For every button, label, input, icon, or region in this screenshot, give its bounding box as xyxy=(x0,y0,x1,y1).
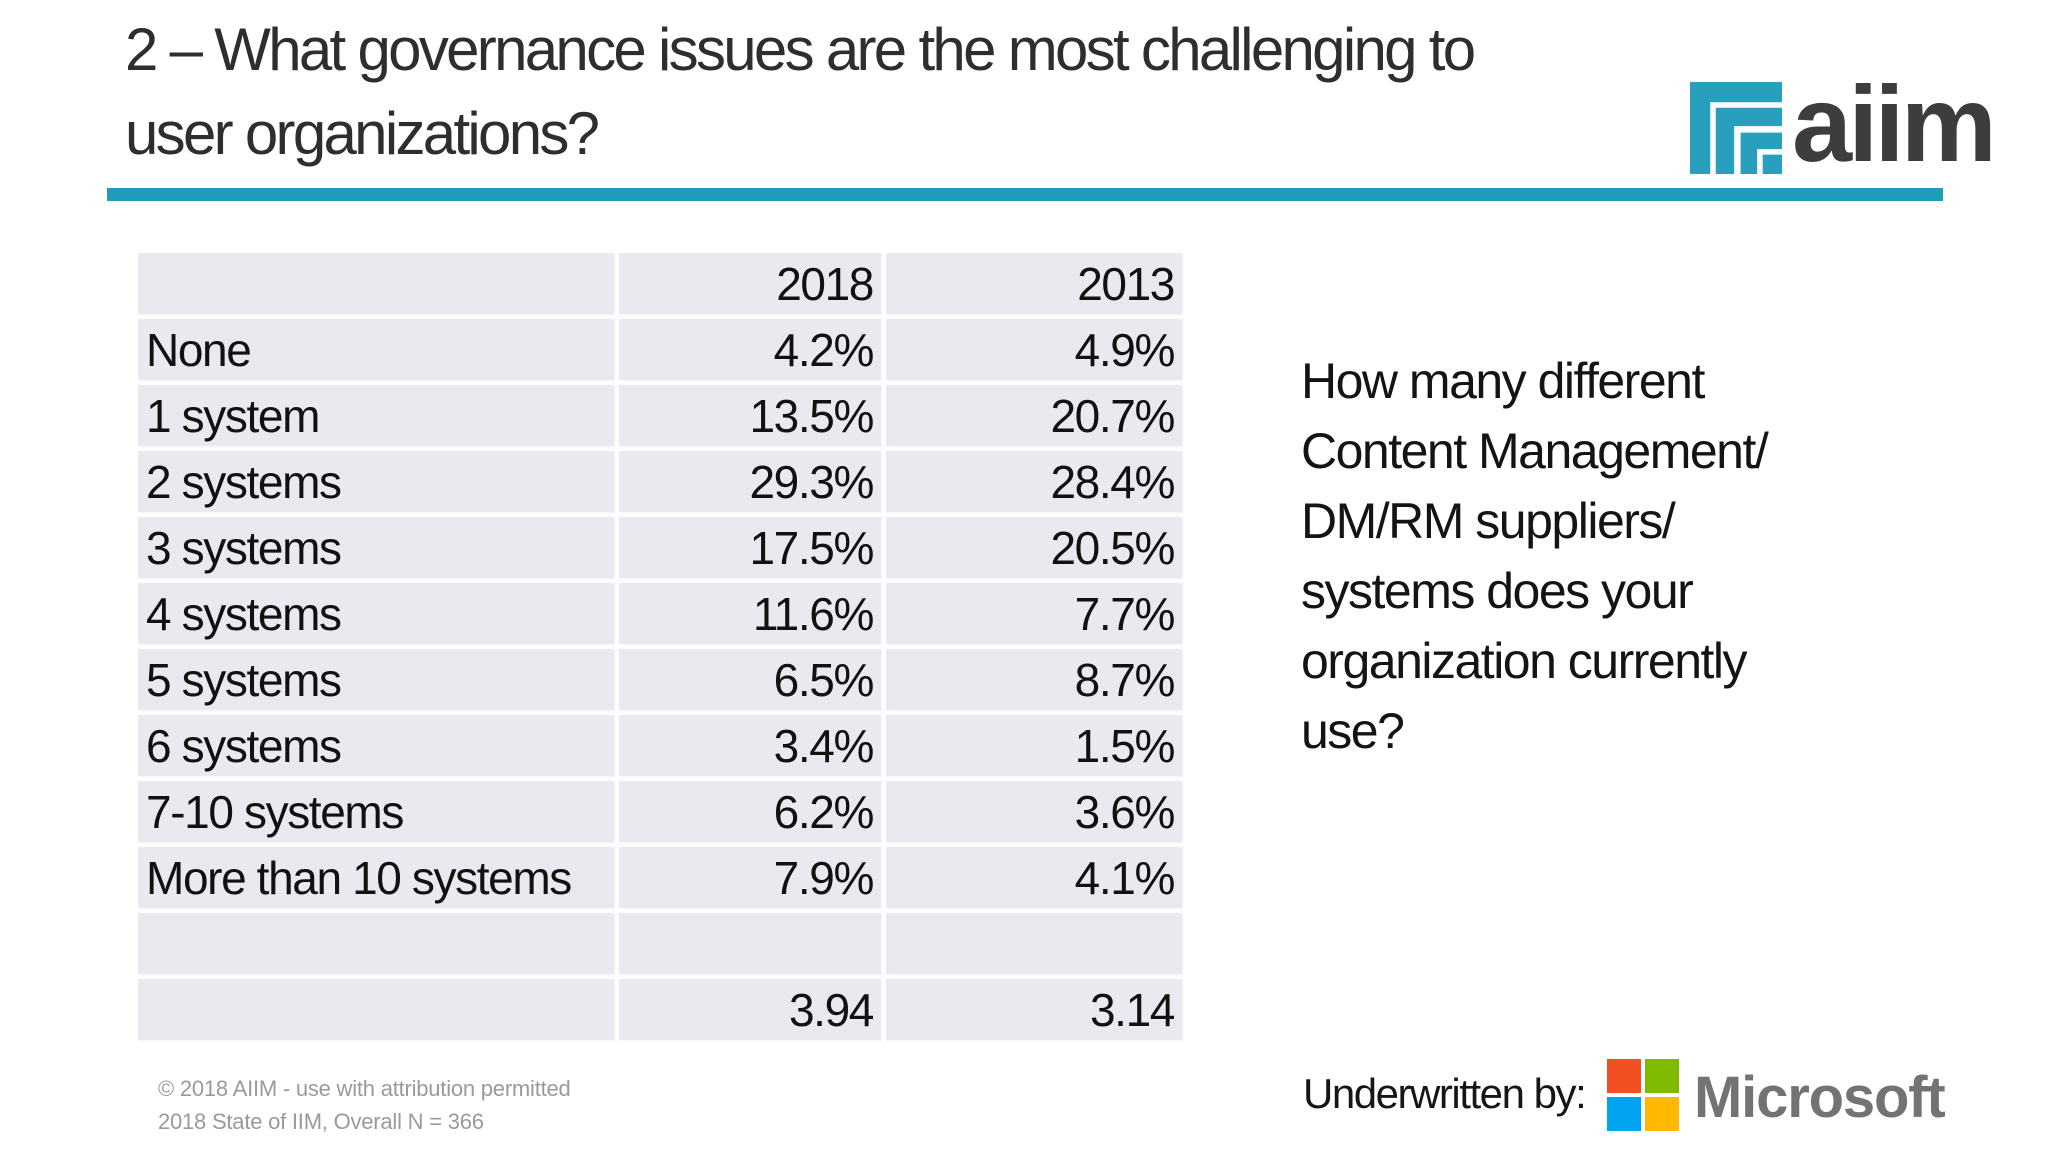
attribution-block: © 2018 AIIM - use with attribution permi… xyxy=(158,1072,571,1138)
table-cell-2018: 3.4% xyxy=(619,715,881,776)
microsoft-square-red xyxy=(1607,1058,1641,1093)
table-cell-2013: 1.5% xyxy=(886,715,1182,776)
table-cell-label xyxy=(138,913,614,974)
table-row: None 4.2% 4.9% xyxy=(138,319,1182,380)
table-cell-2018 xyxy=(619,913,881,974)
microsoft-logo: Microsoft xyxy=(1607,1058,1946,1131)
table-row: 1 system 13.5% 20.7% xyxy=(138,385,1182,446)
table-row: 3 systems 17.5% 20.5% xyxy=(138,517,1182,578)
table-row: 2 systems 29.3% 28.4% xyxy=(138,451,1182,512)
table-cell-2018: 13.5% xyxy=(619,385,881,446)
table-cell-label: 6 systems xyxy=(138,715,614,776)
table-cell-2018: 6.5% xyxy=(619,649,881,710)
aiim-logo-text: aiim xyxy=(1792,63,1997,184)
table-row: 4 systems 11.6% 7.7% xyxy=(138,583,1182,644)
survey-question-text: How many different Content Management/ D… xyxy=(1301,353,1769,759)
table-cell-label xyxy=(138,979,614,1040)
table-cell-2018: 29.3% xyxy=(619,451,881,512)
table-cell-2018: 6.2% xyxy=(619,781,881,842)
table-cell-label: More than 10 systems xyxy=(138,847,614,908)
table-cell-2018: 3.94 xyxy=(619,979,881,1040)
table-cell-2013: 4.1% xyxy=(886,847,1182,908)
table-cell-2013: 8.7% xyxy=(886,649,1182,710)
table-cell-label: None xyxy=(138,319,614,380)
microsoft-square-blue xyxy=(1607,1096,1641,1131)
source-text: 2018 State of IIM, Overall N = 366 xyxy=(158,1109,484,1134)
page-title: 2 – What governance issues are the most … xyxy=(125,16,1476,167)
table-cell-2013: 3.6% xyxy=(886,781,1182,842)
table-row xyxy=(138,913,1182,974)
table-cell-label: 5 systems xyxy=(138,649,614,710)
table-row: 3.94 3.14 xyxy=(138,979,1182,1040)
table-cell-2013: 3.14 xyxy=(886,979,1182,1040)
microsoft-square-yellow xyxy=(1645,1096,1679,1131)
table-row: 5 systems 6.5% 8.7% xyxy=(138,649,1182,710)
table-row: 6 systems 3.4% 1.5% xyxy=(138,715,1182,776)
table-cell-2013: 20.5% xyxy=(886,517,1182,578)
microsoft-square-green xyxy=(1645,1058,1679,1093)
table-cell-2013: 4.9% xyxy=(886,319,1182,380)
table-cell-label: 3 systems xyxy=(138,517,614,578)
copyright-text: © 2018 AIIM - use with attribution permi… xyxy=(158,1076,571,1101)
table-cell-2013: 20.7% xyxy=(886,385,1182,446)
microsoft-squares-icon xyxy=(1607,1058,1679,1131)
title-divider xyxy=(107,188,1943,201)
table-cell-label: 4 systems xyxy=(138,583,614,644)
underwritten-label: Underwritten by: xyxy=(1303,1070,1587,1117)
table-cell-2013: 7.7% xyxy=(886,583,1182,644)
table-cell-2018: 7.9% xyxy=(619,847,881,908)
aiim-logo-icon xyxy=(1690,82,1782,174)
table-header-2018: 2018 xyxy=(619,253,881,314)
table-header-blank xyxy=(138,253,614,314)
table-cell-2013: 28.4% xyxy=(886,451,1182,512)
table-cell-2013 xyxy=(886,913,1182,974)
table-cell-label: 1 system xyxy=(138,385,614,446)
table-cell-label: 7-10 systems xyxy=(138,781,614,842)
microsoft-logo-text: Microsoft xyxy=(1694,1065,1946,1130)
table-cell-label: 2 systems xyxy=(138,451,614,512)
table-row: More than 10 systems 7.9% 4.1% xyxy=(138,847,1182,908)
table-cell-2018: 17.5% xyxy=(619,517,881,578)
table-cell-2018: 4.2% xyxy=(619,319,881,380)
table-cell-2018: 11.6% xyxy=(619,583,881,644)
table-header-2013: 2013 xyxy=(886,253,1182,314)
table-row: 7-10 systems 6.2% 3.6% xyxy=(138,781,1182,842)
systems-table: 2018 2013 None 4.2% 4.9% 1 system 13.5% 20.7% 2 … xyxy=(138,253,1182,1040)
table-header-row: 2018 2013 xyxy=(138,253,1182,314)
